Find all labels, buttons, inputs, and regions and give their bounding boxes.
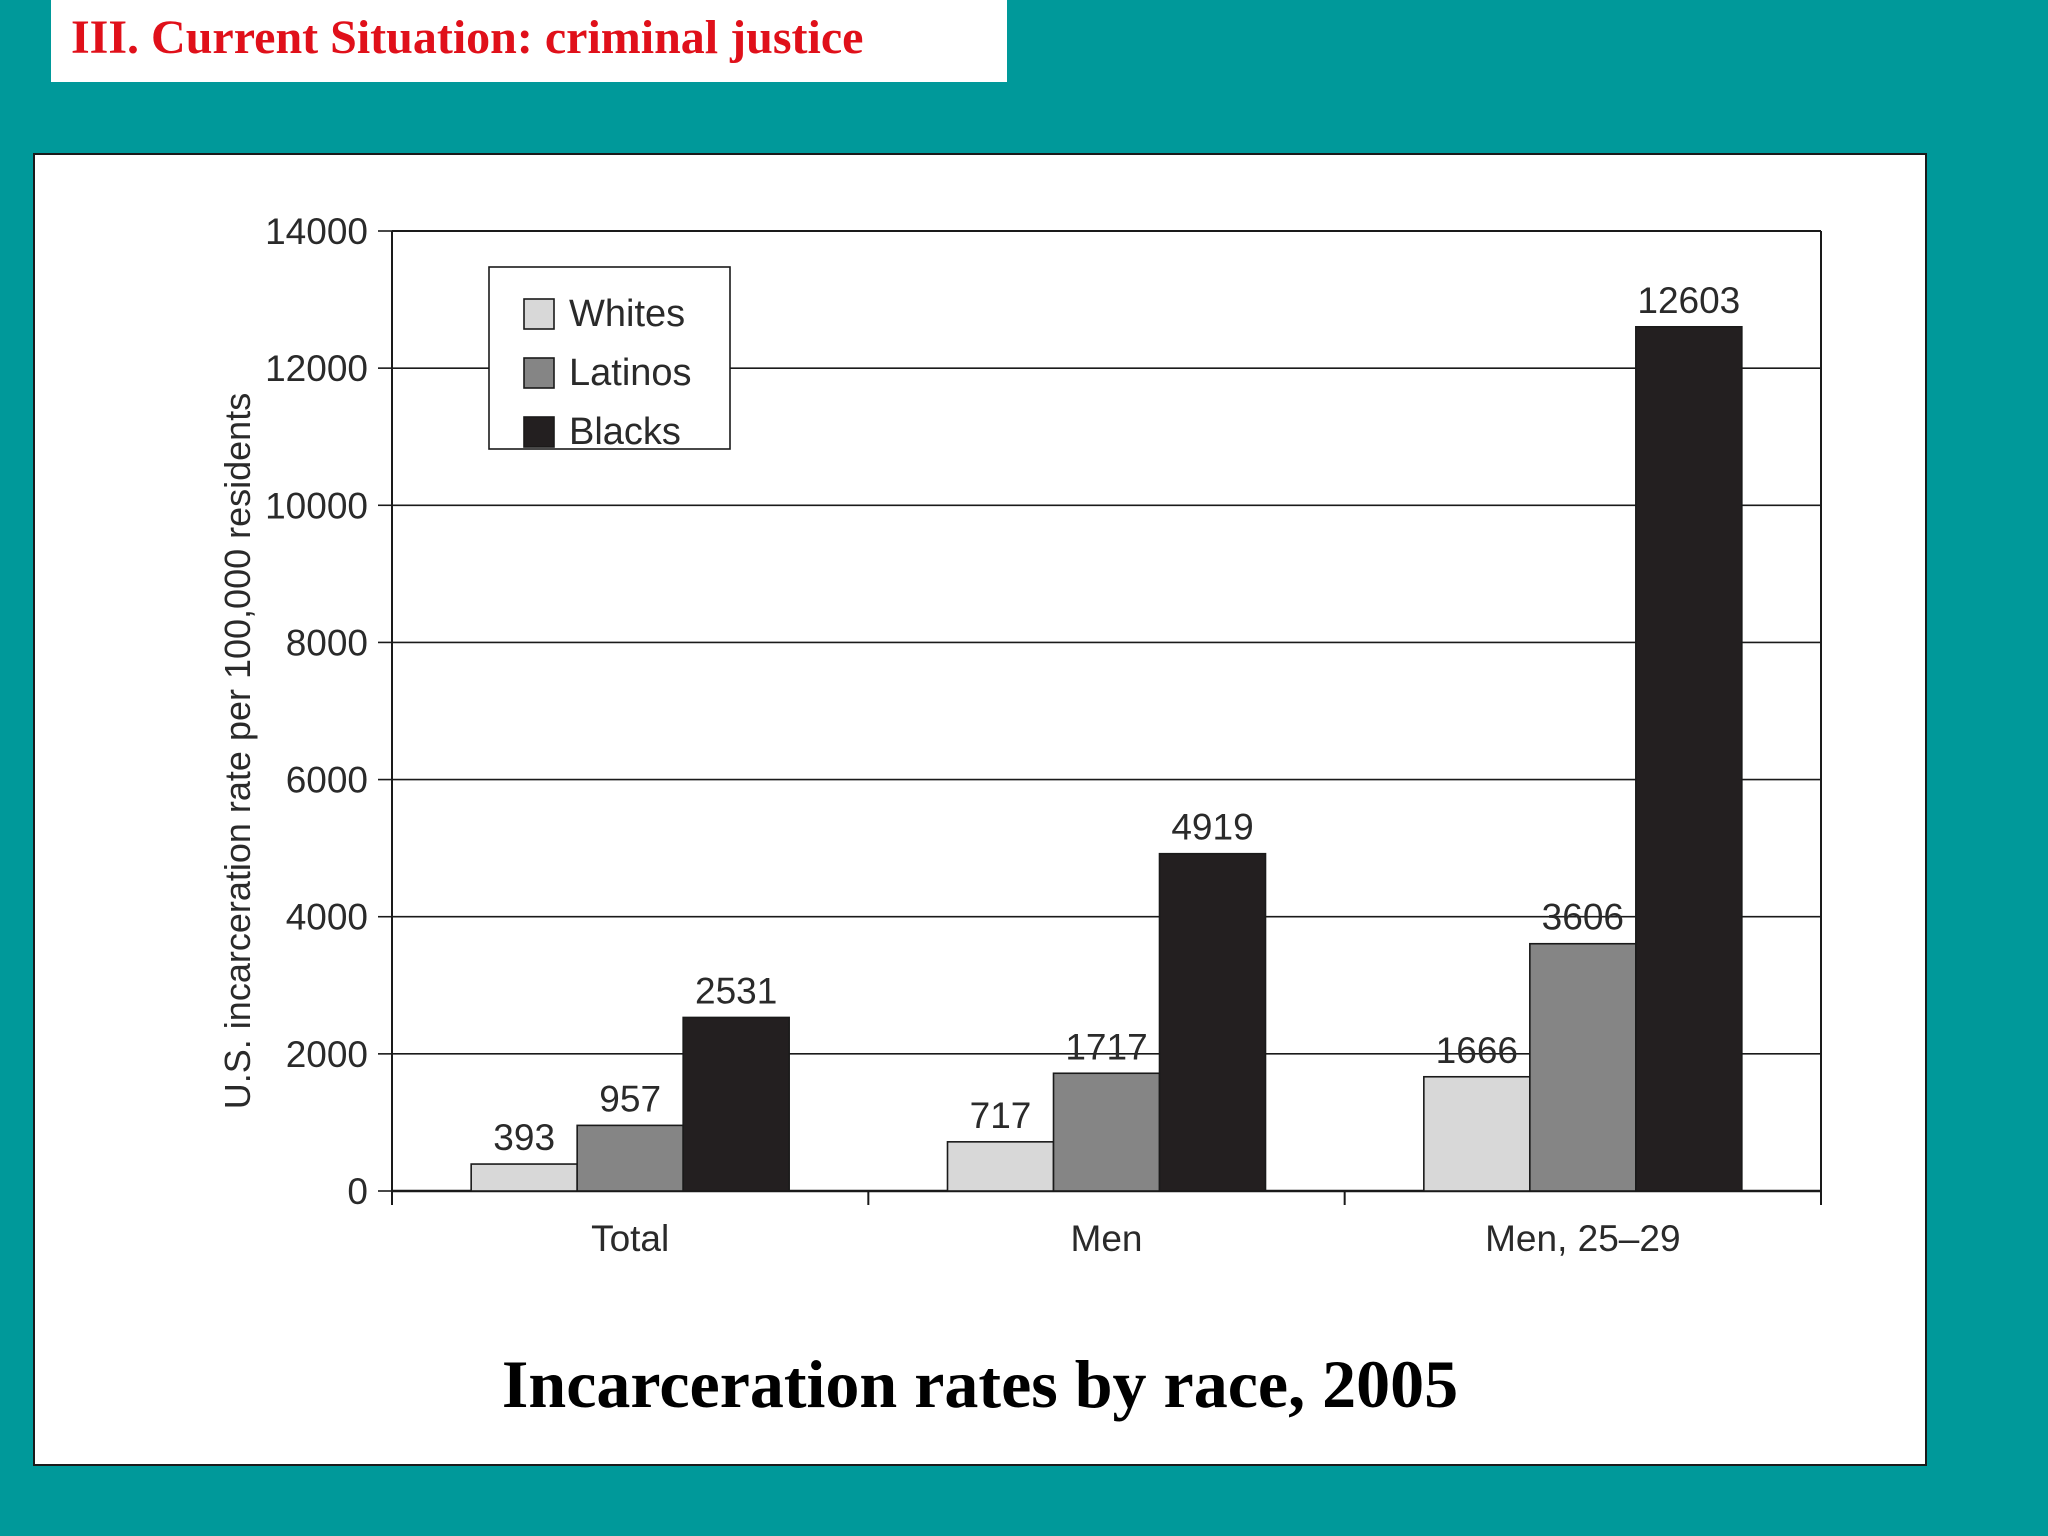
bar-whites-0	[470, 1163, 578, 1192]
data-label: 3606	[1542, 897, 1624, 938]
legend-label-latinos: Latinos	[569, 352, 692, 394]
x-category-label: Men	[1071, 1218, 1143, 1259]
figure-panel: 0 2000 4000 6000 8000 10000 12000 14000 393 957 25…	[33, 153, 1927, 1466]
bar-latinos-2	[1529, 942, 1637, 1192]
y-tick-label: 2000	[286, 1034, 368, 1075]
y-tick-label: 14000	[265, 211, 368, 252]
y-axis-label: U.S. incarceration rate per 100,000 resi…	[217, 393, 258, 1109]
data-label: 1666	[1436, 1030, 1518, 1071]
data-label: 957	[599, 1078, 661, 1119]
bar-blacks-1	[1158, 852, 1267, 1192]
x-category-label: Total	[591, 1218, 669, 1259]
y-tick-label: 6000	[286, 760, 368, 801]
bar-latinos-1	[1052, 1072, 1161, 1192]
legend-swatch-latinos	[523, 357, 555, 389]
data-label: 717	[970, 1095, 1032, 1136]
data-label: 2531	[695, 970, 777, 1011]
y-tick-label: 10000	[265, 485, 368, 526]
data-label: 393	[493, 1117, 555, 1158]
bar-chart: 0 2000 4000 6000 8000 10000 12000 14000 393 957 25…	[217, 211, 1822, 1259]
y-tick-label: 0	[347, 1171, 368, 1212]
legend-swatch-blacks	[523, 416, 555, 448]
data-label: 1717	[1065, 1026, 1147, 1067]
legend-label-blacks: Blacks	[569, 411, 681, 453]
data-label: 4919	[1171, 807, 1253, 848]
slide-heading: III. Current Situation: criminal justice	[71, 11, 864, 64]
y-tick-label: 4000	[286, 897, 368, 938]
bar-blacks-0	[682, 1016, 790, 1192]
y-tick-label: 12000	[265, 348, 368, 389]
bar-whites-2	[1423, 1075, 1531, 1192]
bar-blacks-2	[1635, 325, 1743, 1192]
y-tick-label: 8000	[286, 622, 368, 663]
slide-heading-box: III. Current Situation: criminal justice	[51, 0, 1007, 82]
legend-label-whites: Whites	[569, 293, 685, 335]
bar-whites-1	[946, 1141, 1055, 1192]
data-label: 12603	[1637, 280, 1740, 321]
x-category-label: Men, 25–29	[1485, 1218, 1680, 1259]
legend-swatch-whites	[523, 298, 555, 330]
bar-latinos-0	[576, 1124, 684, 1192]
figure-caption: Incarceration rates by race, 2005	[501, 1346, 1459, 1422]
